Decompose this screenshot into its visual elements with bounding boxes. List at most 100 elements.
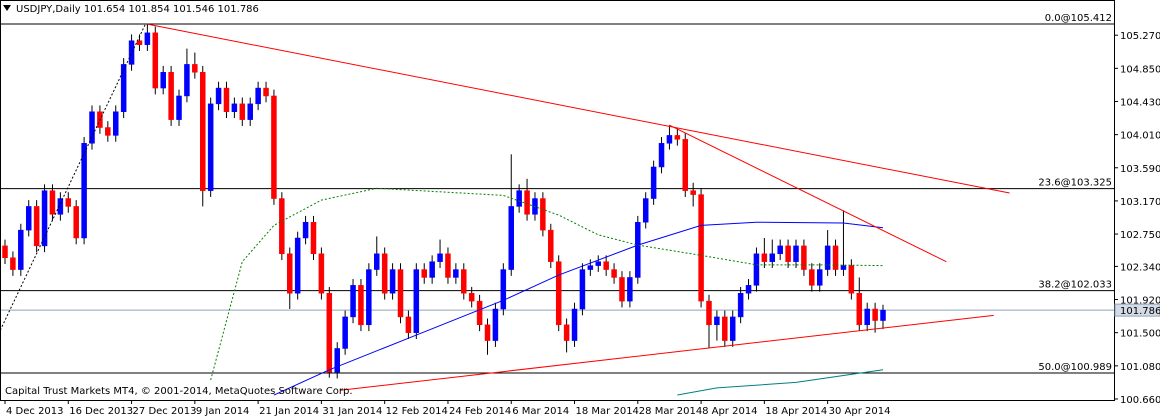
candle-body [579, 269, 586, 310]
candle-body [642, 198, 649, 223]
y-tick-label: 103.170 [1120, 197, 1160, 208]
candle-body [374, 253, 380, 270]
candle-body [524, 190, 530, 215]
candle-body [619, 277, 625, 302]
candle-body [437, 253, 443, 262]
candle-body [350, 285, 356, 318]
candle-body [81, 143, 87, 239]
candle-body [310, 221, 317, 255]
last-price-box [1114, 303, 1160, 317]
candle-body [294, 237, 301, 294]
y-tick-label: 102.750 [1120, 230, 1160, 241]
axes: 105.270 104.850 104.430 104.010 103.590 103.1… [4, 13, 1160, 417]
plot-area [1, 23, 1114, 396]
candle-body [263, 87, 269, 97]
candle-body [816, 269, 823, 286]
candle-body [603, 261, 609, 270]
x-tick-label: 4 Dec 2013 [6, 406, 64, 417]
candle-body [492, 308, 499, 341]
candle-body [698, 194, 704, 302]
candle-body [271, 95, 277, 199]
candle-body [563, 324, 570, 341]
candle-body [239, 103, 246, 120]
candle-body [255, 87, 261, 105]
x-tick-label: 18 Apr 2014 [765, 406, 827, 417]
candle-body [674, 135, 681, 140]
candle-body [635, 221, 641, 278]
candle-body [832, 245, 839, 270]
candle-body [571, 308, 578, 341]
candle-body [176, 95, 182, 120]
y-tick-label: 105.270 [1120, 31, 1160, 42]
candle-body [801, 245, 807, 270]
y-tick-label: 101.080 [1120, 362, 1160, 373]
candle-body [429, 261, 435, 278]
candle-body [247, 103, 253, 120]
candle-body [184, 64, 190, 97]
candle-body [555, 261, 562, 326]
overlay-line [340, 314, 994, 391]
candle-body [334, 348, 340, 373]
candle-body [737, 292, 744, 318]
candle-body [714, 316, 720, 326]
candle-body [168, 72, 174, 120]
candle-body [2, 245, 8, 258]
x-tick-label: 6 Mar 2014 [512, 406, 569, 417]
candle-body [880, 309, 886, 321]
candle-body [809, 269, 815, 286]
candle-body [500, 269, 507, 310]
x-tick-label: 9 Jan 2014 [196, 406, 250, 417]
candle-body [548, 229, 554, 262]
candle-body [128, 40, 135, 65]
candle-body [468, 292, 475, 302]
x-tick-label: 28 Mar 2014 [639, 406, 702, 417]
candle-body [484, 324, 491, 341]
x-tick-label: 8 Apr 2014 [702, 406, 757, 417]
x-tick-label: 24 Feb 2014 [449, 406, 511, 417]
menu-arrow[interactable] [3, 5, 11, 11]
candle-body [326, 292, 333, 373]
candle-body [105, 127, 111, 136]
candle-body [658, 143, 665, 168]
candle-body [793, 245, 799, 262]
candle-body [381, 253, 388, 294]
candle-body [366, 269, 372, 326]
candle-body [65, 198, 72, 207]
candle-body [223, 87, 230, 112]
y-tick-label: 101.500 [1120, 329, 1160, 340]
chart-header: USDJPY,Daily 101.654 101.854 101.546 101… [16, 4, 259, 15]
candle-body [611, 269, 617, 278]
overlay-line [677, 369, 884, 396]
candle-body [57, 198, 64, 215]
candle-body [769, 253, 776, 262]
x-tick-label: 31 Jan 2014 [322, 406, 382, 417]
candle-body [872, 308, 878, 321]
header-open: 101.654 [84, 4, 125, 15]
candle-body [279, 198, 285, 255]
candle-body [461, 269, 467, 294]
candle-body [848, 265, 855, 294]
candle-body [192, 64, 198, 73]
candle-body [650, 166, 657, 199]
candle-body [706, 300, 712, 326]
candle-body [540, 198, 546, 231]
y-tick-label: 104.430 [1120, 97, 1160, 108]
candle-body [73, 206, 79, 239]
symbol: USDJPY,Daily [16, 4, 81, 15]
x-tick-label: 12 Feb 2014 [386, 406, 448, 417]
candle-body [120, 64, 127, 112]
candle-body [595, 261, 601, 266]
candle-body [785, 245, 791, 262]
candle-body [25, 206, 32, 231]
x-tick-label: 18 Mar 2014 [576, 406, 639, 417]
candle-body [413, 269, 420, 333]
candle-body [358, 285, 364, 326]
header-close: 101.786 [218, 4, 259, 15]
candle-body [397, 269, 404, 318]
level-label: 23.6@103.325 [1038, 178, 1112, 189]
y-tick-label: 101.920 [1120, 296, 1160, 307]
x-tick-label: 27 Dec 2013 [133, 406, 197, 417]
candle-body [761, 253, 768, 262]
overlay-line [273, 221, 884, 396]
